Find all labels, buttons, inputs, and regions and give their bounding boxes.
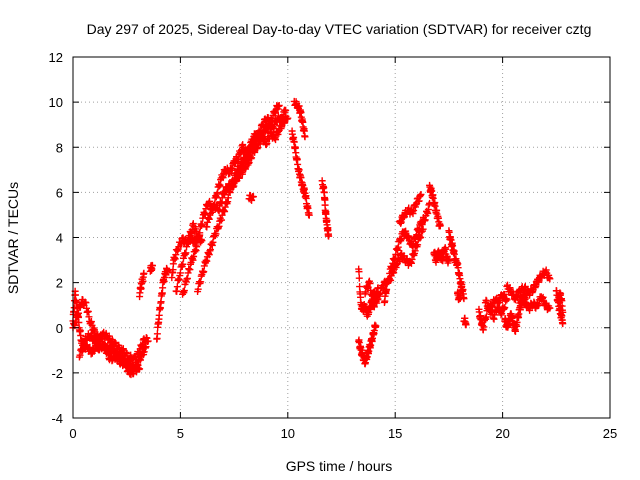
data-point bbox=[325, 232, 333, 240]
data-point bbox=[75, 309, 83, 317]
x-tick-label: 5 bbox=[177, 426, 184, 441]
axes bbox=[72, 56, 611, 419]
y-tick-label: 6 bbox=[56, 185, 63, 200]
y-tick-label: 10 bbox=[49, 95, 63, 110]
data-point bbox=[546, 304, 554, 312]
data-point bbox=[193, 243, 201, 251]
x-tick-label: 0 bbox=[69, 426, 76, 441]
data-point bbox=[198, 220, 206, 228]
data-point bbox=[179, 260, 187, 268]
data-point bbox=[419, 225, 427, 233]
y-tick-label: 8 bbox=[56, 140, 63, 155]
y-tick-label: -4 bbox=[51, 411, 63, 426]
data-point bbox=[355, 274, 363, 282]
data-point bbox=[305, 211, 313, 219]
data-point bbox=[136, 365, 144, 373]
data-point bbox=[169, 266, 177, 274]
data-point bbox=[559, 308, 567, 316]
x-tick-label: 25 bbox=[603, 426, 617, 441]
data-point bbox=[182, 249, 190, 257]
data-point bbox=[173, 283, 181, 291]
data-point bbox=[140, 269, 148, 277]
x-tick-label: 15 bbox=[388, 426, 402, 441]
data-point bbox=[458, 280, 466, 288]
data-point bbox=[119, 345, 127, 353]
data-point bbox=[436, 222, 444, 230]
y-axis-label: SDTVAR / TECUs bbox=[5, 182, 21, 294]
data-point bbox=[249, 193, 257, 201]
x-axis-label: GPS time / hours bbox=[286, 458, 393, 474]
data-point bbox=[480, 323, 488, 331]
data-points bbox=[69, 97, 567, 379]
chart-title: Day 297 of 2025, Sidereal Day-to-day VTE… bbox=[87, 21, 592, 37]
data-point bbox=[144, 337, 152, 345]
data-point bbox=[282, 106, 290, 114]
data-point bbox=[366, 279, 374, 287]
data-point bbox=[501, 304, 509, 312]
tick-labels: 0 5 10 15 20 25 -4 -2 0 2 4 6 8 10 12 bbox=[49, 50, 618, 441]
y-tick-label: 2 bbox=[56, 276, 63, 291]
data-point bbox=[462, 321, 470, 329]
data-point bbox=[445, 256, 453, 264]
y-tick-label: 12 bbox=[49, 50, 63, 65]
x-tick-label: 20 bbox=[495, 426, 509, 441]
data-point bbox=[196, 229, 204, 237]
data-point bbox=[482, 313, 490, 321]
data-point bbox=[372, 322, 380, 330]
data-point bbox=[417, 190, 425, 198]
data-point bbox=[148, 262, 156, 270]
data-point bbox=[164, 267, 172, 275]
y-tick-label: 0 bbox=[56, 321, 63, 336]
data-point bbox=[368, 292, 376, 300]
data-point bbox=[383, 285, 391, 293]
data-point bbox=[503, 296, 511, 304]
data-point bbox=[180, 287, 188, 295]
x-tick-label: 10 bbox=[281, 426, 295, 441]
data-point bbox=[301, 133, 309, 141]
data-point bbox=[355, 268, 363, 276]
data-point bbox=[546, 275, 554, 283]
data-point bbox=[123, 349, 131, 357]
grid bbox=[73, 57, 610, 418]
data-point bbox=[122, 348, 130, 356]
y-tick-label: 4 bbox=[56, 231, 63, 246]
data-point bbox=[176, 269, 184, 277]
y-tick-label: -2 bbox=[51, 366, 63, 381]
data-point bbox=[275, 102, 283, 110]
data-point bbox=[153, 330, 161, 338]
data-point bbox=[284, 114, 292, 122]
